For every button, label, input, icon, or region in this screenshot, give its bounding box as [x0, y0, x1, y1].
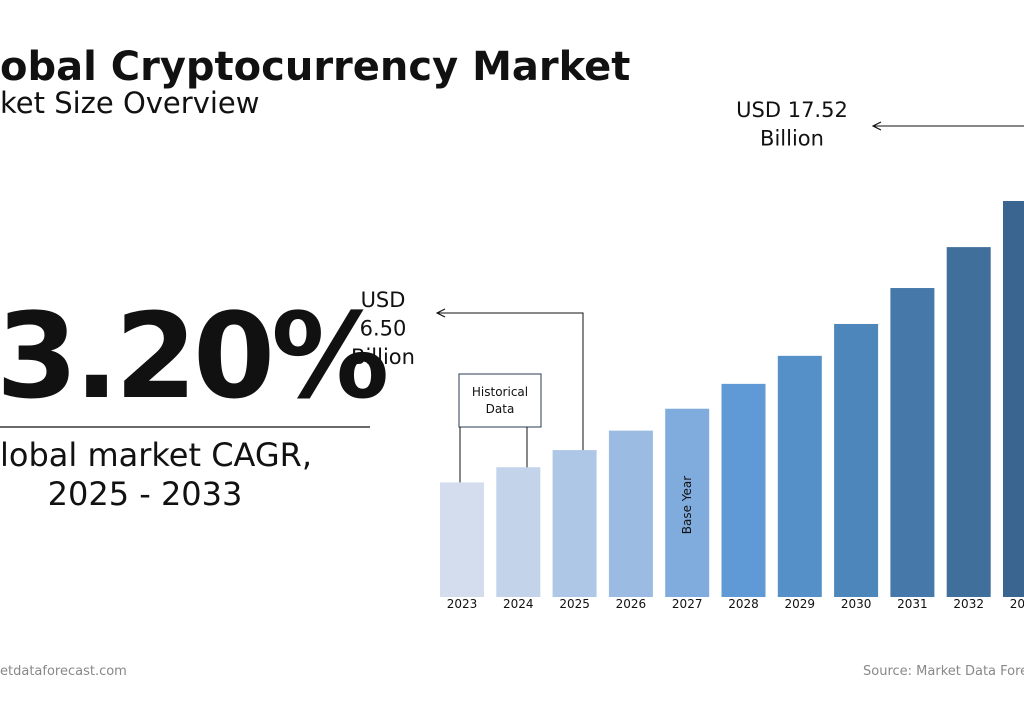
chart-subtitle: ket Size Overview — [0, 86, 259, 120]
x-tick-label: 2032 — [953, 597, 984, 611]
value-label: Billion — [760, 127, 824, 151]
annotation-arrow — [437, 313, 584, 460]
x-tick-label: 2028 — [728, 597, 759, 611]
bar — [890, 288, 935, 597]
footer-source: Source: Market Data Foreca — [863, 664, 1024, 679]
cagr-value: 3.20% — [0, 287, 386, 425]
bar — [721, 383, 766, 597]
bar — [440, 482, 484, 597]
footer-site: etdataforecast.com — [0, 664, 127, 679]
bar — [496, 467, 541, 597]
bar — [777, 355, 822, 597]
historical-label: Historical — [472, 385, 528, 399]
x-tick-label: 2023 — [447, 597, 478, 611]
base-year-label: Base Year — [680, 476, 694, 535]
value-label: USD 17.52 — [736, 98, 848, 122]
bar — [552, 450, 597, 597]
x-tick-label: 2027 — [672, 597, 703, 611]
cagr-caption: 2025 - 2033 — [48, 475, 243, 513]
x-tick-label: 2025 — [559, 597, 590, 611]
x-tick-label: 2030 — [841, 597, 872, 611]
value-label: USD — [361, 288, 406, 312]
x-tick-label: 2026 — [616, 597, 647, 611]
x-tick-label: 2029 — [785, 597, 816, 611]
bar — [608, 430, 653, 597]
cagr-caption: lobal market CAGR, — [0, 436, 312, 474]
chart-title: obal Cryptocurrency Market — [0, 44, 630, 90]
value-label: 6.50 — [360, 317, 407, 341]
historical-box — [458, 373, 542, 428]
historical-label: Data — [486, 402, 515, 416]
x-tick-label: 2024 — [503, 597, 534, 611]
bar — [834, 323, 879, 597]
bar — [946, 247, 991, 597]
bar — [1003, 201, 1024, 597]
bar — [665, 408, 710, 597]
value-label: Billion — [351, 345, 415, 369]
x-tick-label: 2031 — [897, 597, 928, 611]
x-tick-label: 2033 — [1010, 597, 1024, 611]
